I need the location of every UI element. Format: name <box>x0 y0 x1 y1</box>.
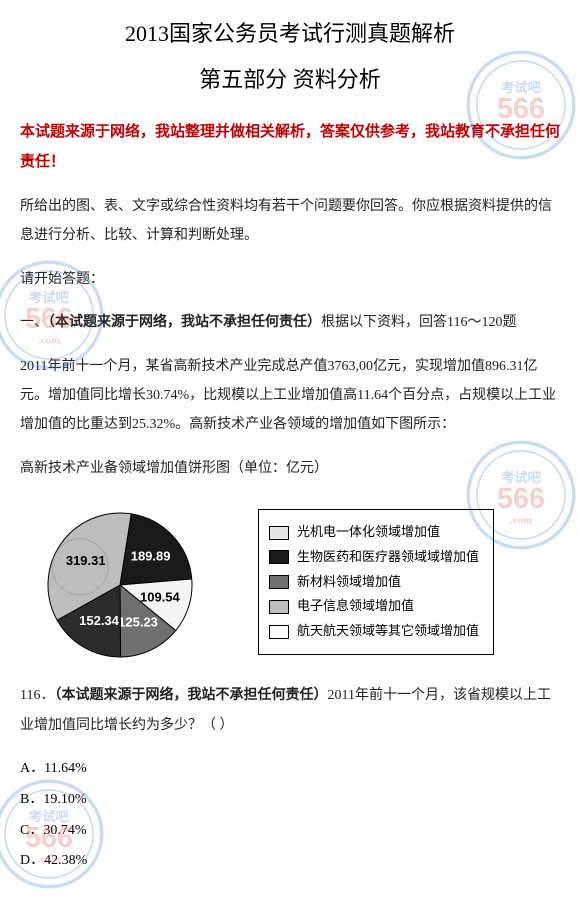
option-b: B．19.10% <box>20 785 560 816</box>
pie-chart: 189.89 109.54 125.23152.34 319.31 <box>20 497 240 667</box>
main-title-line2: 第五部分 资料分析 <box>20 58 560 102</box>
legend-row: 电子信息领域增加值 <box>269 594 479 619</box>
pie-slice-label: 319.31 <box>66 553 106 568</box>
intro-paragraph-1: 所给出的图、表、文字或综合性资料均有若干个问题要你回答。你应根据资料提供的信息进… <box>20 192 560 251</box>
pie-slice-label: 109.54 <box>140 590 181 605</box>
legend-swatch-icon <box>269 575 289 589</box>
option-c: C．30.74% <box>20 816 560 847</box>
legend-swatch-icon <box>269 600 289 614</box>
question-116: 116．（本试题来源于网络，我站不承担任何责任）2011年前十一个月，该省规模以… <box>20 681 560 740</box>
legend-label: 电子信息领域增加值 <box>297 594 414 619</box>
disclaimer: 本试题来源于网络，我站整理并做相关解析，答案仅供参考，我站教育不承担任何责任！ <box>20 117 560 177</box>
intro-paragraph-2: 请开始答题： <box>20 265 560 294</box>
chart-caption: 高新技术产业备领域增加值饼形图（单位：亿元） <box>20 454 560 483</box>
legend-label: 航天航天领域等其它领域增加值 <box>297 619 479 644</box>
legend-row: 生物医药和医疗器领域域增加值 <box>269 545 479 570</box>
legend-row: 光机电一体化领域增加值 <box>269 520 479 545</box>
pie-slice-label: 152.34 <box>79 613 120 628</box>
section-tail: 根据以下资料，回答116～120题 <box>321 315 516 330</box>
pie-svg: 189.89 109.54 125.23152.34 319.31 <box>20 497 240 667</box>
section-bold-text: （本试题来源于网络，我站不承担任何责任） <box>48 315 321 330</box>
legend-row: 新材料领域增加值 <box>269 570 479 595</box>
legend-swatch-icon <box>269 625 289 639</box>
legend-label: 光机电一体化领域增加值 <box>297 520 440 545</box>
pie-slice-label: 125.23 <box>118 615 158 630</box>
answer-options: A．11.64% B．19.10% C．30.74% D．42.38% <box>20 754 560 877</box>
legend-box: 光机电一体化领域增加值生物医药和医疗器领域域增加值新材料领域增加值电子信息领域增… <box>258 509 494 654</box>
legend-label: 新材料领域增加值 <box>297 570 401 595</box>
legend-row: 航天航天领域等其它领域增加值 <box>269 619 479 644</box>
section-1-heading: 一、（本试题来源于网络，我站不承担任何责任）根据以下资料，回答116～120题 <box>20 308 560 337</box>
main-title-line1: 2013国家公务员考试行测真题解析 <box>20 12 560 56</box>
chart-area: 189.89 109.54 125.23152.34 319.31 光机电一体化领域增… <box>20 497 560 667</box>
section-prefix: 一、 <box>20 315 48 330</box>
pie-slice-label: 189.89 <box>131 549 171 564</box>
legend-swatch-icon <box>269 526 289 540</box>
option-d: D．42.38% <box>20 846 560 877</box>
legend-label: 生物医药和医疗器领域域增加值 <box>297 545 479 570</box>
q116-prefix: 116． <box>20 688 54 703</box>
page-root: 2013国家公务员考试行测真题解析 第五部分 资料分析 本试题来源于网络，我站整… <box>0 0 580 897</box>
data-paragraph: 2011年前十一个月，某省高新技术产业完成总产值3763,00亿元，实现增加值8… <box>20 352 560 440</box>
q116-bold: （本试题来源于网络，我站不承担任何责任） <box>54 688 327 703</box>
legend-swatch-icon <box>269 550 289 564</box>
